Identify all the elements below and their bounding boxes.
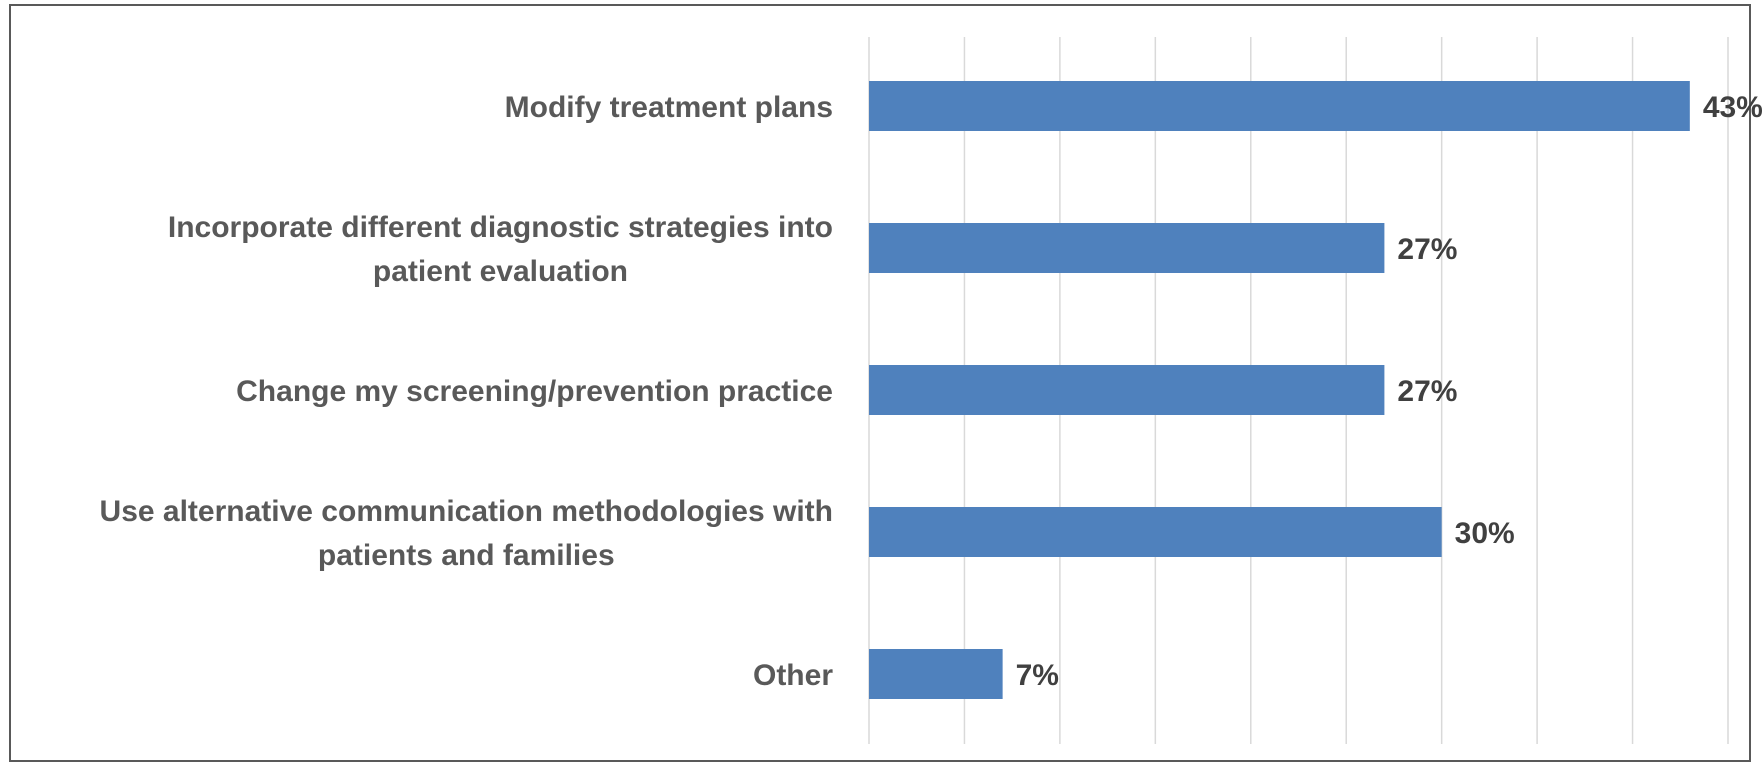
bar: [869, 649, 1003, 699]
data-label: 27%: [1397, 233, 1457, 266]
category-label-line: Change my screening/prevention practice: [236, 375, 833, 408]
category-labels: Modify treatment plans Incorporate differ…: [100, 91, 834, 692]
category-label: Use alternative communication methodolog…: [100, 495, 833, 572]
bar: [869, 81, 1690, 131]
value-labels: 43% 27% 27% 30% 7%: [1016, 91, 1762, 692]
data-label: 43%: [1703, 91, 1762, 124]
category-label-line: Modify treatment plans: [505, 91, 833, 124]
data-label: 7%: [1016, 659, 1059, 692]
category-label-line: Other: [753, 659, 833, 692]
category-label-line: patient evaluation: [373, 255, 628, 288]
category-label: Change my screening/prevention practice: [236, 375, 833, 408]
category-label-line: patients and families: [318, 539, 615, 572]
category-label: Other: [753, 659, 833, 692]
bar: [869, 507, 1442, 557]
category-label-line: Incorporate different diagnostic strateg…: [168, 211, 833, 244]
gridlines: [868, 37, 1729, 744]
data-label: 27%: [1397, 375, 1457, 408]
data-label: 30%: [1455, 517, 1515, 550]
bar: [869, 365, 1385, 415]
bars: [869, 81, 1690, 699]
category-label: Modify treatment plans: [505, 91, 833, 124]
category-label-line: Use alternative communication methodolog…: [100, 495, 833, 528]
bar: [869, 223, 1385, 273]
category-label: Incorporate different diagnostic strateg…: [168, 211, 833, 288]
